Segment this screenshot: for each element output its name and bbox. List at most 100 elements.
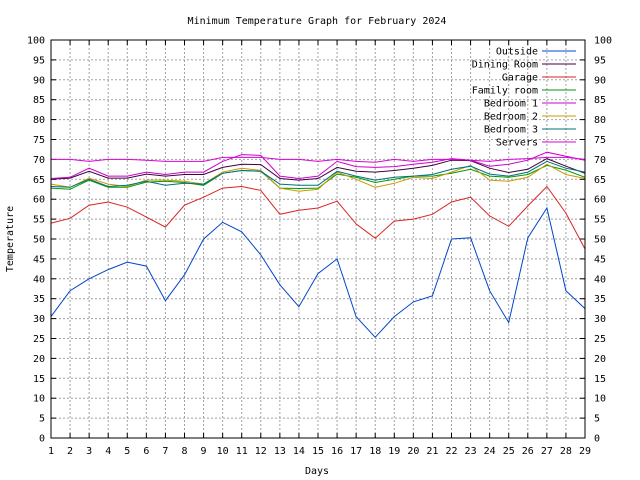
y-tick-label: 10 xyxy=(33,394,45,405)
x-tick-label: 24 xyxy=(484,446,496,457)
x-tick-label: 18 xyxy=(369,446,381,457)
y-tick-label: 55 xyxy=(33,215,45,226)
x-tick-label: 3 xyxy=(86,446,92,457)
y-tick-label: 45 xyxy=(33,254,45,265)
y-tick-label: 70 xyxy=(33,155,45,166)
y-tick-label-right: 30 xyxy=(594,314,606,325)
x-tick-label: 20 xyxy=(407,446,419,457)
y-tick-label-right: 5 xyxy=(594,414,600,425)
y-tick-label-right: 10 xyxy=(594,394,606,405)
legend-label: Garage xyxy=(502,73,538,84)
legend-item: Bedroom 1 xyxy=(484,99,576,110)
legend-item: Servers xyxy=(496,138,576,149)
x-tick-label: 5 xyxy=(124,446,130,457)
x-tick-label: 2 xyxy=(67,446,73,457)
y-tick-label: 75 xyxy=(33,135,45,146)
x-tick-label: 23 xyxy=(465,446,477,457)
series-line-bedroom-3 xyxy=(50,160,586,188)
y-tick-label-right: 45 xyxy=(594,254,606,265)
x-tick-label: 27 xyxy=(541,446,553,457)
y-tick-label-right: 65 xyxy=(594,175,606,186)
y-tick-label: 35 xyxy=(33,294,45,305)
x-tick-label: 16 xyxy=(331,446,343,457)
y-tick-label: 30 xyxy=(33,314,45,325)
x-tick-label: 21 xyxy=(426,446,438,457)
legend: Outside Dining Room Garage Family room Bedro… xyxy=(472,47,576,149)
y-tick-label: 85 xyxy=(33,95,45,106)
y-tick-label: 15 xyxy=(33,374,45,385)
y-tick-label-right: 55 xyxy=(594,215,606,226)
legend-label: Servers xyxy=(496,138,538,149)
y-tick-label-right: 90 xyxy=(594,75,606,86)
legend-item: Bedroom 3 xyxy=(484,125,576,136)
legend-label: Bedroom 1 xyxy=(484,99,538,110)
series-line-servers xyxy=(51,156,586,163)
x-tick-label: 4 xyxy=(105,446,111,457)
legend-label: Bedroom 3 xyxy=(484,125,538,136)
x-axis-label: Days xyxy=(305,466,329,477)
legend-item: Bedroom 2 xyxy=(484,112,576,123)
x-tick-label: 25 xyxy=(503,446,515,457)
y-tick-label: 60 xyxy=(33,195,45,206)
x-tick-label: 28 xyxy=(560,446,572,457)
y-tick-label-right: 95 xyxy=(594,55,606,66)
y-tick-label-right: 25 xyxy=(594,334,606,345)
series-line-family-room xyxy=(50,164,586,190)
y-tick-label-right: 35 xyxy=(594,294,606,305)
legend-item: Garage xyxy=(502,73,576,84)
x-tick-label: 17 xyxy=(350,446,362,457)
legend-label: Dining Room xyxy=(472,60,538,71)
y-tick-label-right: 60 xyxy=(594,195,606,206)
y-tick-label-right: 15 xyxy=(594,374,606,385)
legend-label: Bedroom 2 xyxy=(484,112,538,123)
plot-frame xyxy=(50,39,586,439)
y-tick-label-right: 20 xyxy=(594,354,606,365)
legend-item: Outside xyxy=(496,47,576,58)
y-tick-label: 80 xyxy=(33,115,45,126)
x-tick-label: 13 xyxy=(274,446,286,457)
x-tick-label: 22 xyxy=(445,446,457,457)
y-tick-label-right: 0 xyxy=(594,434,600,445)
legend-item: Dining Room xyxy=(472,60,576,71)
y-tick-label: 40 xyxy=(33,274,45,285)
y-tick-label: 65 xyxy=(33,175,45,186)
y-tick-label-right: 80 xyxy=(594,115,606,126)
x-tick-label: 9 xyxy=(201,446,207,457)
x-tick-label: 11 xyxy=(236,446,248,457)
y-tick-label: 5 xyxy=(39,414,45,425)
y-tick-label: 50 xyxy=(33,235,45,246)
x-tick-label: 15 xyxy=(312,446,324,457)
legend-label: Outside xyxy=(496,47,538,58)
x-tick-label: 6 xyxy=(143,446,149,457)
y-tick-label-right: 40 xyxy=(594,274,606,285)
y-tick-label: 25 xyxy=(33,334,45,345)
legend-label: Family room xyxy=(472,86,538,97)
y-tick-label-right: 50 xyxy=(594,235,606,246)
y-tick-label: 90 xyxy=(33,75,45,86)
y-tick-label: 0 xyxy=(39,434,45,445)
grid xyxy=(51,40,585,438)
x-tick-label: 29 xyxy=(579,446,591,457)
y-axis-label: Temperature xyxy=(5,206,16,272)
y-tick-label-right: 100 xyxy=(594,36,612,47)
x-tick-label: 26 xyxy=(522,446,534,457)
x-tick-label: 8 xyxy=(181,446,187,457)
x-tick-label: 12 xyxy=(255,446,267,457)
y-tick-label-right: 70 xyxy=(594,155,606,166)
series-line-dining-room xyxy=(50,158,586,181)
x-tick-label: 7 xyxy=(162,446,168,457)
x-tick-label: 10 xyxy=(217,446,229,457)
y-tick-label: 100 xyxy=(27,36,45,47)
legend-item: Family room xyxy=(472,86,576,97)
plot-lines xyxy=(50,151,586,339)
x-tick-label: 1 xyxy=(48,446,54,457)
x-tick-label: 14 xyxy=(293,446,305,457)
y-tick-label-right: 85 xyxy=(594,95,606,106)
series-line-outside xyxy=(50,206,586,339)
series-line-garage xyxy=(50,185,586,250)
y-tick-label-right: 75 xyxy=(594,135,606,146)
x-tick-label: 19 xyxy=(388,446,400,457)
y-tick-label: 20 xyxy=(33,354,45,365)
